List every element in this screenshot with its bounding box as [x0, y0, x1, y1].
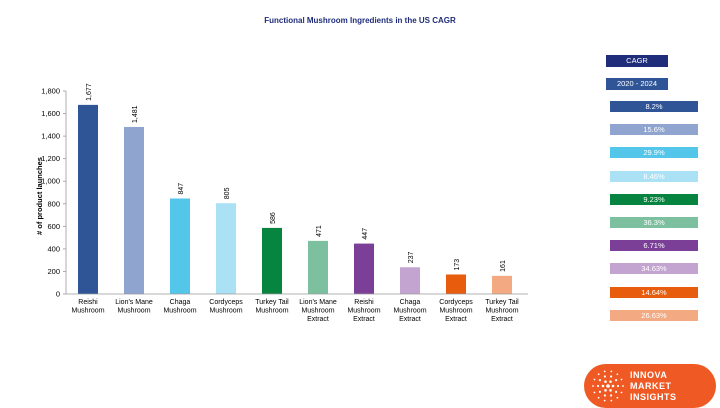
y-tick-label: 200	[47, 267, 60, 276]
x-tick-label: Extract	[399, 316, 421, 323]
data-label: 1,481	[132, 105, 139, 123]
bar	[216, 203, 236, 294]
cagr-value: 8.2%	[610, 101, 698, 112]
data-label: 805	[224, 187, 231, 199]
y-tick-label: 1,800	[41, 87, 60, 96]
y-tick-label: 1,200	[41, 154, 60, 163]
cagr-value: 9.23%	[610, 193, 698, 205]
x-tick-label: Turkey Tail	[485, 299, 519, 306]
cagr-value: 29.9%	[610, 147, 698, 159]
x-tick-label: Extract	[307, 316, 329, 323]
bar	[170, 198, 190, 294]
data-label: 161	[500, 260, 507, 272]
logo-line-2: MARKET	[630, 381, 672, 391]
data-label: 471	[316, 225, 323, 237]
data-label: 173	[454, 259, 461, 271]
x-tick-label: Mushroom	[393, 308, 426, 315]
y-axis-label: # of product launches	[35, 157, 44, 235]
logo-line-3: INSIGHTS	[630, 392, 677, 402]
data-label: 447	[362, 228, 369, 240]
bar	[262, 227, 282, 294]
data-label: 237	[408, 251, 415, 263]
bar	[78, 104, 98, 294]
x-tick-label: Cordyceps	[439, 299, 473, 306]
cagr-value: 14.64%	[610, 286, 698, 298]
y-tick-label: 1,600	[41, 109, 60, 118]
logo-text: INNOVA MARKET INSIGHTS	[630, 370, 677, 403]
bar	[400, 267, 420, 294]
chart-title: Functional Mushroom Ingredients in the U…	[264, 16, 456, 25]
logo-line-1: INNOVA	[630, 370, 668, 380]
cagr-period: 2020 - 2024	[606, 78, 668, 90]
logo-mark-icon	[592, 370, 624, 402]
data-label: 847	[178, 183, 185, 195]
data-label: 586	[270, 212, 277, 224]
cagr-header: CAGR	[606, 55, 668, 67]
x-tick-label: Turkey Tail	[255, 299, 289, 306]
cagr-value: 36.3%	[610, 217, 698, 228]
y-tick-label: 1,400	[41, 132, 60, 141]
bar	[124, 126, 144, 295]
x-tick-label: Extract	[445, 316, 467, 323]
y-tick-label: 600	[47, 222, 60, 231]
x-tick-label: Chaga	[400, 299, 421, 306]
cagr-value: 15.6%	[610, 124, 698, 136]
x-tick-label: Mushroom	[255, 308, 288, 315]
bar	[446, 274, 466, 294]
x-tick-label: Mushroom	[71, 308, 104, 315]
bars	[78, 104, 512, 295]
x-tick-label: Extract	[491, 316, 513, 323]
x-tick-label: Mushroom	[347, 308, 380, 315]
cagr-value: 26.63%	[610, 309, 698, 321]
cagr-value: 6.71%	[610, 240, 698, 252]
x-tick-label: Lion's Mane	[115, 299, 153, 306]
value-labels: 1,677 1,481 847 805 586 471 447 237 173 161	[86, 83, 507, 272]
x-tick-label: Lion's Mane	[299, 299, 337, 306]
innova-logo: INNOVA MARKET INSIGHTS	[584, 364, 716, 408]
y-tick-label: 800	[47, 199, 60, 208]
y-tick-label: 400	[47, 244, 60, 253]
x-axis: Reishi Mushroom Lion's Mane Mushroom Chaga Mu…	[66, 293, 528, 323]
bar	[492, 275, 512, 294]
y-axis: 0 200 400 600 800 1,000 1,200 1,400 1,600 1,800	[41, 87, 67, 299]
y-tick-label: 1,000	[41, 177, 60, 186]
x-tick-label: Cordyceps	[209, 299, 243, 306]
bar-chart: 0 200 400 600 800 1,000 1,200 1,400 1,600 1,800 1…	[35, 83, 528, 323]
y-tick-label: 0	[56, 290, 60, 299]
x-tick-label: Chaga	[170, 299, 191, 306]
x-tick-label: Mushroom	[209, 308, 242, 315]
bar	[308, 240, 328, 294]
x-tick-label: Mushroom	[117, 308, 150, 315]
cagr-value: 34.63%	[610, 263, 698, 275]
bar	[354, 243, 374, 294]
x-tick-label: Mushroom	[163, 308, 196, 315]
cagr-value: 8.46%	[610, 170, 698, 182]
x-tick-label: Reishi	[78, 299, 98, 306]
x-tick-label: Reishi	[354, 299, 374, 306]
x-tick-label: Mushroom	[485, 308, 518, 315]
x-tick-label: Extract	[353, 316, 375, 323]
x-tick-label: Mushroom	[301, 308, 334, 315]
x-tick-label: Mushroom	[439, 308, 472, 315]
data-label: 1,677	[86, 83, 93, 101]
